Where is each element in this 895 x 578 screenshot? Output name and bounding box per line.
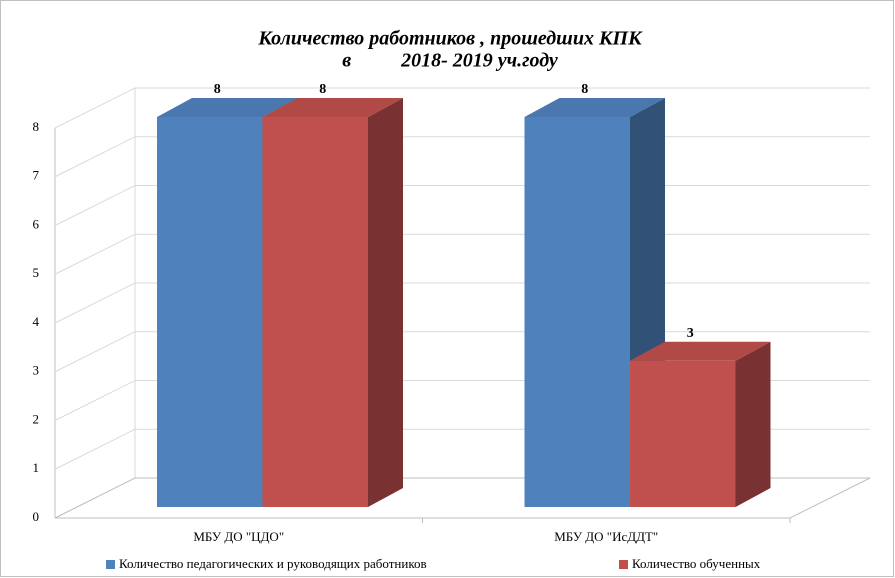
bar-top <box>262 98 403 117</box>
bar-top <box>524 98 665 117</box>
legend-label: Количество обученных <box>632 556 761 571</box>
y-tick-label: 3 <box>33 363 40 378</box>
y-tick-label: 5 <box>33 265 40 280</box>
bar <box>630 360 736 507</box>
floor <box>54 477 871 519</box>
x-tick-label: МБУ ДО "ИсДДТ" <box>554 529 658 544</box>
bar <box>524 117 630 507</box>
data-label: 8 <box>319 82 326 97</box>
bar-top <box>157 98 298 117</box>
bar <box>157 117 263 507</box>
y-tick-label: 0 <box>33 509 40 524</box>
grid-line <box>54 87 870 129</box>
data-label: 3 <box>687 326 694 341</box>
chart-title: Количество работников , прошедших КПК <box>257 28 643 50</box>
chart-subtitle: в 2018- 2019 уч.году <box>342 50 558 72</box>
x-tick-label: МБУ ДО "ЦДО" <box>193 529 284 544</box>
y-tick-label: 1 <box>33 460 40 475</box>
legend-swatch <box>619 560 628 569</box>
legend-label: Количество педагогических и руководящих … <box>119 556 427 571</box>
legend-swatch <box>106 560 115 569</box>
bar-top <box>630 341 771 361</box>
y-tick-label: 4 <box>33 314 40 329</box>
y-tick-label: 7 <box>33 168 40 183</box>
y-tick-label: 2 <box>33 411 40 426</box>
bar <box>262 117 368 507</box>
data-label: 8 <box>214 82 221 97</box>
bar-side <box>368 98 403 507</box>
data-label: 8 <box>581 82 588 97</box>
y-tick-label: 6 <box>33 216 40 231</box>
bar-side <box>735 341 771 507</box>
y-tick-label: 8 <box>33 119 40 134</box>
